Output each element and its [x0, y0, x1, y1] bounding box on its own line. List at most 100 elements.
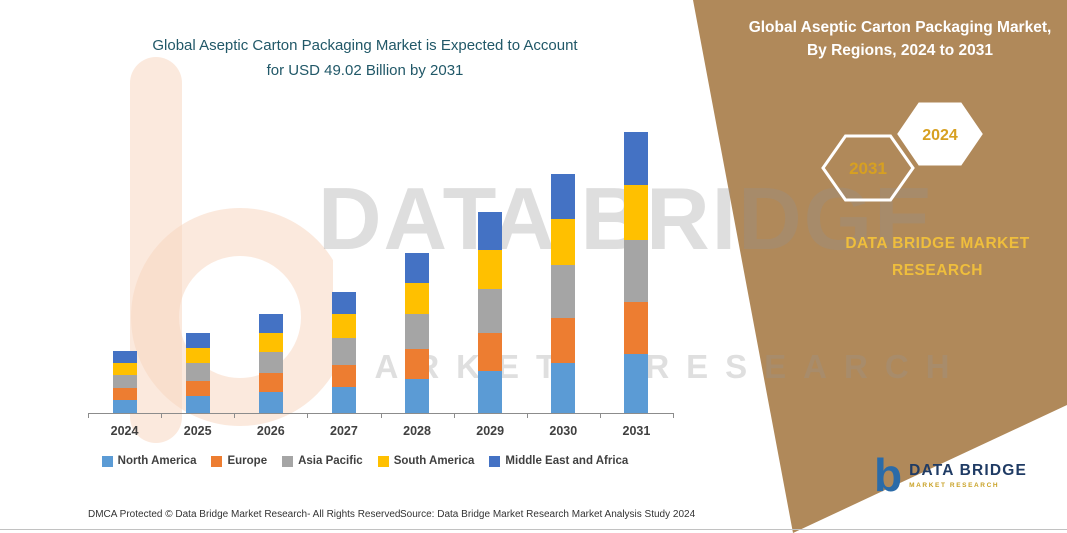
chart-title-line1: Global Aseptic Carton Packaging Market i… [152, 37, 578, 54]
bar-slot-2024 [88, 132, 161, 413]
axis-tick [453, 413, 455, 418]
bar-segment [331, 364, 356, 388]
bar-segment [258, 332, 283, 352]
year-badges: 2031 2024 [821, 102, 983, 202]
axis-tick [307, 413, 309, 418]
bar-slot-2031 [600, 132, 673, 413]
axis-tick [599, 413, 601, 418]
stacked-bar-2028 [405, 253, 430, 413]
bar-segment [331, 387, 356, 413]
x-axis-ticks [88, 413, 674, 418]
badge-2024-label: 2024 [922, 127, 958, 144]
legend-item: Middle East and Africa [489, 455, 628, 467]
axis-tick [161, 413, 163, 418]
legend-label: South America [393, 455, 475, 467]
legend-item: Asia Pacific [282, 455, 363, 467]
chart-title-line2: for USD 49.02 Billion by 2031 [266, 61, 464, 79]
stacked-bar-2025 [185, 333, 210, 413]
bar-segment [331, 291, 356, 315]
legend-swatch [489, 455, 501, 467]
bar-segment [112, 362, 137, 375]
bar-segment [331, 314, 356, 338]
stacked-bar-2029 [478, 212, 503, 413]
bar-slot-2025 [161, 132, 234, 413]
bar-segment [112, 388, 137, 400]
bar-segment [405, 282, 430, 314]
bar-slot-2027 [307, 132, 380, 413]
bar-segment [478, 212, 503, 250]
axis-tick [380, 413, 382, 418]
x-axis-label: 2028 [403, 424, 431, 438]
x-axis-label: 2024 [110, 424, 139, 438]
logo-b-icon: b [874, 449, 903, 501]
bar-segment [258, 373, 283, 392]
bar-segment [405, 253, 430, 283]
legend-swatch [377, 455, 389, 467]
bar-segment [405, 349, 430, 380]
bar-slot-2030 [527, 132, 600, 413]
x-axis-label: 2029 [476, 424, 505, 438]
footer-source: Source: Data Bridge Market Research Mark… [400, 509, 696, 520]
bar-segment [258, 314, 283, 333]
bar-plot [88, 132, 673, 413]
footer-copyright: DMCA Protected © Data Bridge Market Rese… [88, 509, 404, 520]
legend-label: North America [117, 455, 197, 467]
legend-swatch [101, 455, 113, 467]
legend-label: Middle East and Africa [505, 455, 629, 467]
x-axis-labels: 2024 2025 2026 2027 2028 2029 2030 2031 [88, 424, 673, 438]
brand-b-watermark-icon [130, 57, 333, 443]
bar-segment [624, 239, 649, 303]
x-axis-label: 2030 [549, 424, 578, 438]
bar-slot-2029 [454, 132, 527, 413]
hexagon-badge-2031 [821, 134, 915, 202]
bar-segment [185, 347, 210, 364]
legend-label: Europe [227, 455, 268, 467]
bar-segment [185, 395, 210, 413]
bar-segment [551, 265, 576, 319]
bar-segment [112, 399, 137, 413]
legend-item: Europe [211, 455, 267, 467]
badge-2031-label: 2031 [849, 159, 887, 178]
bar-segment [478, 249, 503, 289]
panel-brand-line1: DATA BRIDGE MARKET [845, 235, 1030, 252]
bar-slot-2028 [381, 132, 454, 413]
panel-brand-line2: RESEARCH [892, 262, 983, 280]
x-axis-label: 2025 [183, 424, 212, 438]
bar-segment [258, 351, 283, 374]
legend-item: South America [377, 455, 475, 467]
stacked-bar-2026 [258, 314, 283, 413]
company-logo: b DATA BRIDGE MARKET RESEARCH [874, 449, 1027, 501]
bar-segment [112, 351, 137, 363]
x-axis-label: 2031 [622, 424, 651, 438]
axis-tick [673, 413, 674, 418]
axis-tick [526, 413, 528, 418]
footer-divider [0, 529, 1067, 530]
logo-tagline: MARKET RESEARCH [909, 481, 1000, 489]
chart-title: Global Aseptic Carton Packaging Market i… [60, 34, 670, 84]
panel-heading: Global Aseptic Carton Packaging Market, … [748, 19, 1052, 60]
axis-tick [88, 413, 89, 418]
panel-brand-text: DATA BRIDGE MARKET RESEARCH [815, 230, 1060, 284]
stacked-bar-2027 [331, 291, 356, 413]
bar-segment [624, 132, 649, 186]
bar-segment [551, 318, 576, 363]
x-axis-label: 2026 [256, 424, 285, 438]
bar-segment [405, 379, 430, 413]
axis-tick [234, 413, 236, 418]
bar-segment [112, 374, 137, 389]
bar-segment [551, 173, 576, 219]
hexagon-badge-2024 [897, 102, 983, 166]
stacked-bar-2030 [551, 173, 576, 413]
x-axis-label: 2027 [330, 424, 358, 438]
bar-segment [624, 302, 649, 354]
bar-segment [478, 288, 503, 334]
stacked-bar-2024 [112, 351, 137, 413]
bar-segment [551, 218, 576, 266]
bar-segment [478, 333, 503, 371]
legend-label: Asia Pacific [298, 455, 363, 467]
bar-segment [405, 313, 430, 350]
chart-legend: North America Europe Asia Pacific South Ame… [40, 455, 690, 467]
legend-swatch [282, 455, 294, 467]
stacked-bar-2031 [624, 132, 649, 413]
